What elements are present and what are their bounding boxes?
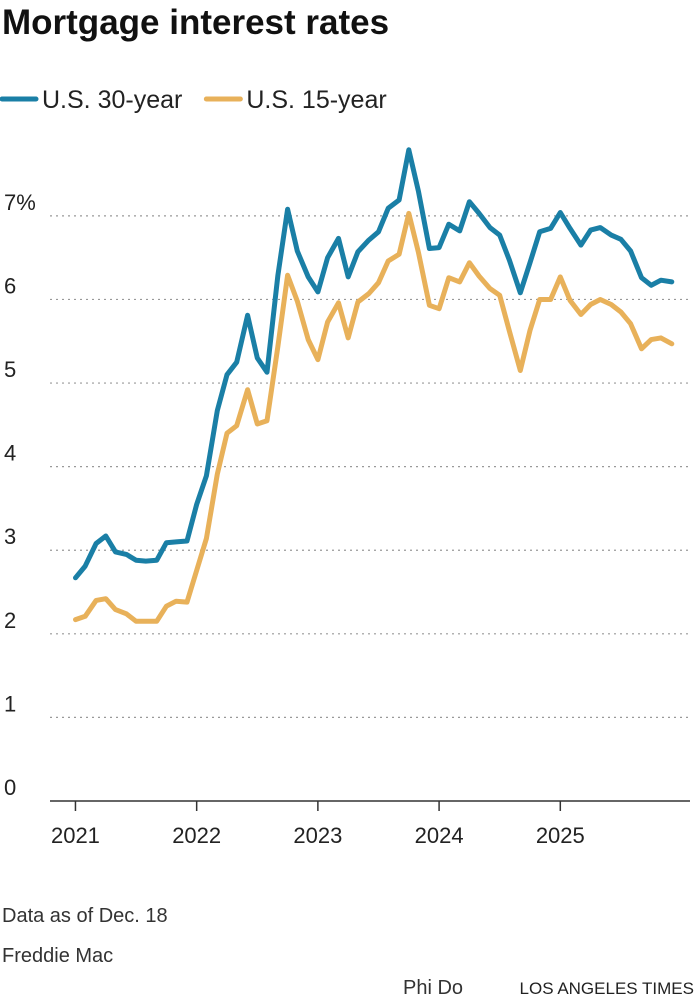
y-tick-label: 1 bbox=[4, 691, 16, 716]
x-tick-label: 2022 bbox=[172, 823, 221, 848]
byline: Phi Do bbox=[403, 977, 463, 999]
x-tick-label: 2025 bbox=[536, 823, 585, 848]
legend-label: U.S. 30-year bbox=[42, 86, 182, 114]
publisher: LOS ANGELES TIMES bbox=[520, 979, 694, 998]
x-tick-label: 2024 bbox=[415, 823, 464, 848]
y-tick-label: 2 bbox=[4, 608, 16, 633]
legend-label: U.S. 15-year bbox=[246, 86, 386, 114]
source: Freddie Mac bbox=[2, 945, 113, 967]
x-tick-label: 2021 bbox=[51, 823, 100, 848]
y-tick-label: 6 bbox=[4, 273, 16, 298]
y-tick-label: 7% bbox=[4, 190, 36, 215]
series-line bbox=[73, 147, 675, 581]
x-tick-label: 2023 bbox=[293, 823, 342, 848]
chart-title: Mortgage interest rates bbox=[2, 3, 389, 42]
y-tick-label: 5 bbox=[4, 357, 16, 382]
y-tick-label: 4 bbox=[4, 441, 16, 466]
series-line bbox=[73, 210, 675, 624]
y-tick-label: 3 bbox=[4, 524, 16, 549]
y-tick-label: 0 bbox=[4, 775, 16, 800]
note: Data as of Dec. 18 bbox=[2, 905, 168, 927]
